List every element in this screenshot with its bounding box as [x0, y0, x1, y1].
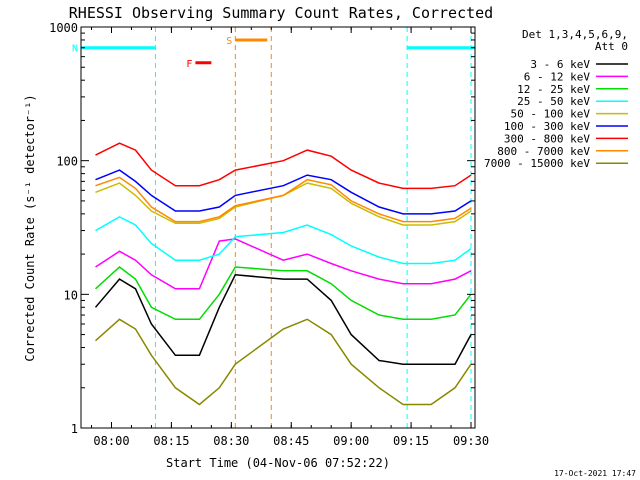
y-axis-label: Corrected Count Rate (s⁻¹ detector⁻¹)	[23, 94, 37, 361]
legend-label: 25 - 50 keV	[517, 95, 590, 108]
legend-label: 300 - 800 keV	[504, 132, 590, 145]
x-tick-label: 08:00	[93, 434, 129, 448]
series-line	[95, 238, 472, 290]
generation-timestamp: 17-Oct-2021 17:47	[554, 469, 636, 478]
series-line	[95, 142, 472, 190]
flag-label: F	[186, 59, 192, 70]
y-tick-label: 1000	[49, 21, 78, 35]
legend-label: 100 - 300 keV	[504, 120, 590, 133]
x-axis-label: Start Time (04-Nov-06 07:52:22)	[166, 456, 390, 470]
series-line	[95, 215, 472, 265]
series-line	[95, 182, 472, 226]
flag-label: N	[72, 44, 78, 55]
flag-label: S	[226, 36, 232, 47]
x-tick-label: 09:00	[333, 434, 369, 448]
series-line	[94, 274, 472, 365]
legend-header: Det 1,3,4,5,6,9,	[522, 28, 628, 41]
series-line	[95, 169, 472, 215]
series-line	[95, 176, 472, 223]
y-tick-label: 1	[71, 422, 78, 436]
y-tick-label: 10	[64, 288, 78, 302]
legend-header: Att 0	[595, 40, 628, 53]
legend-label: 3 - 6 keV	[530, 58, 590, 71]
x-tick-label: 08:15	[153, 434, 189, 448]
legend-label: 12 - 25 keV	[517, 83, 590, 96]
chart-title: RHESSI Observing Summary Count Rates, Co…	[69, 4, 493, 22]
y-tick-label: 100	[56, 155, 78, 169]
plot-frame	[80, 26, 476, 429]
legend-label: 800 - 7000 keV	[497, 145, 590, 158]
x-tick-label: 09:30	[453, 434, 489, 448]
legend-label: 50 - 100 keV	[511, 108, 591, 121]
series-line	[95, 318, 472, 406]
x-tick-label: 08:45	[273, 434, 309, 448]
series-line	[94, 266, 472, 321]
legend-label: 7000 - 15000 keV	[484, 157, 590, 170]
legend-label: 6 - 12 keV	[524, 70, 591, 83]
x-tick-label: 08:30	[213, 434, 249, 448]
x-tick-label: 09:15	[393, 434, 429, 448]
